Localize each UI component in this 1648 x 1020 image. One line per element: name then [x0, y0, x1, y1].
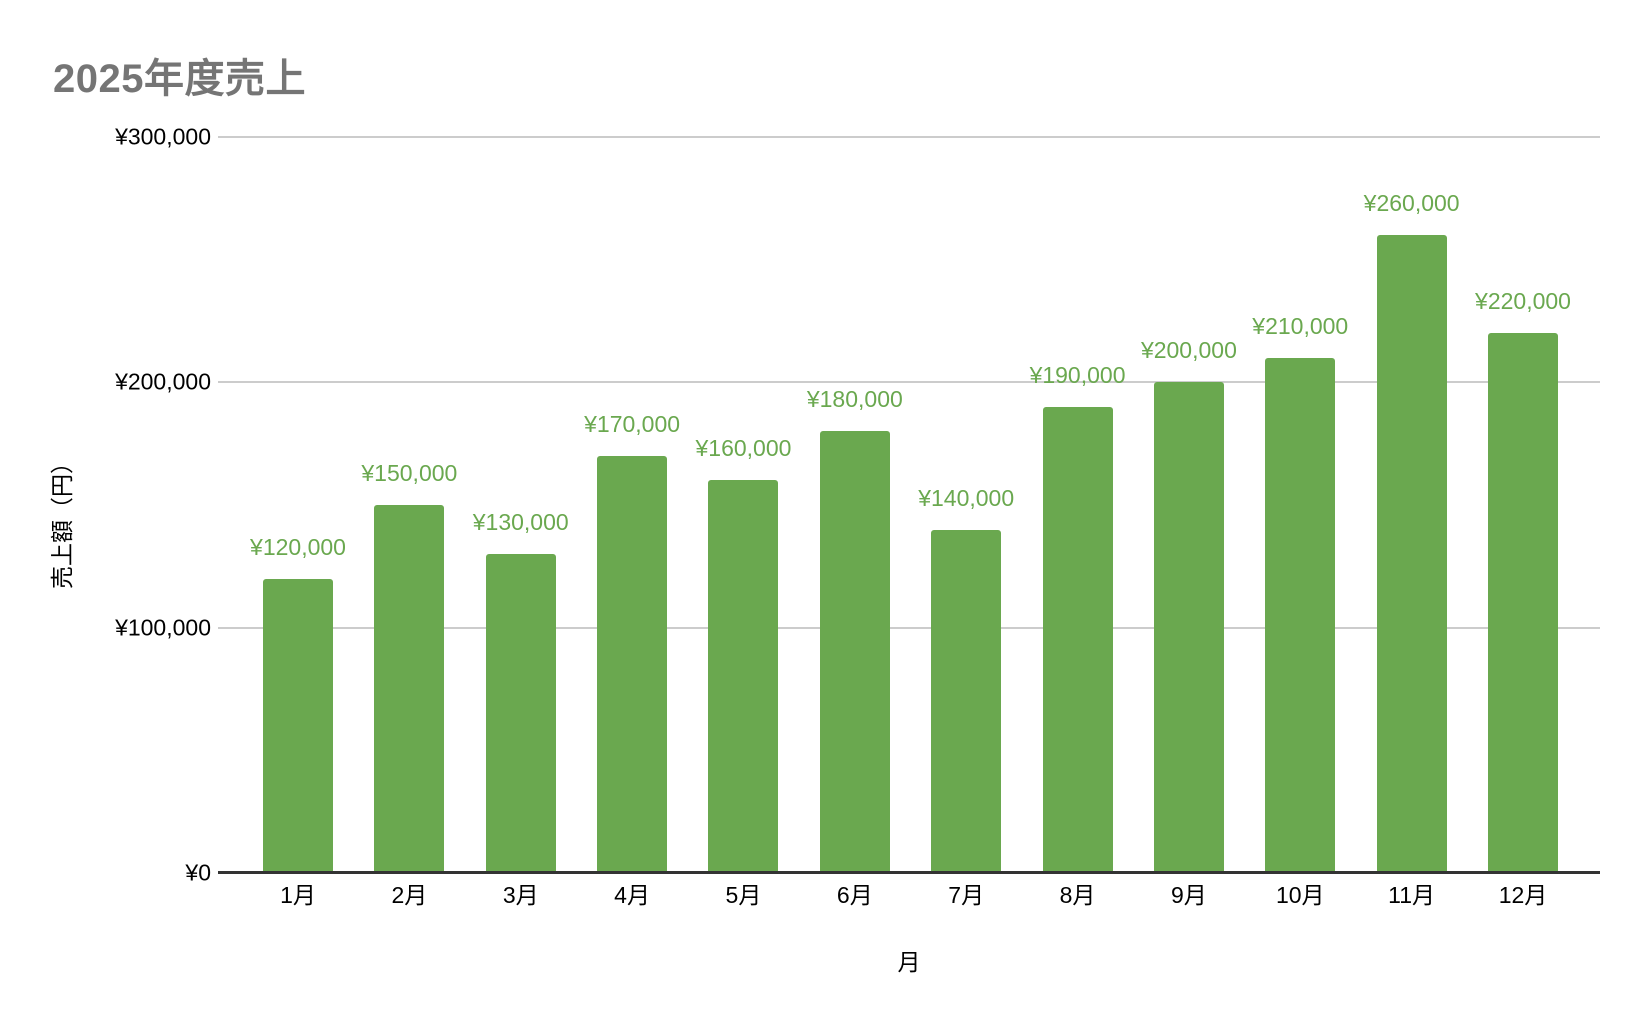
x-tick-1月: 1月: [280, 882, 316, 908]
gridline-100000: [218, 626, 1600, 629]
bar-4月[interactable]: [597, 455, 668, 873]
x-tick-3月: 3月: [502, 882, 539, 908]
bar-1月[interactable]: [263, 578, 333, 873]
bar-3月[interactable]: [485, 554, 556, 873]
x-axis-line: [218, 871, 1600, 874]
x-tick-10月: 10月: [1275, 882, 1325, 908]
data-label-2月: ¥150,000: [361, 460, 458, 486]
plot-area: ¥120,000 ¥150,000 ¥130,000 ¥170,000 ¥160,000…: [218, 136, 1600, 874]
data-label-10月: ¥210,000: [1252, 312, 1349, 339]
data-label-1月: ¥120,000: [250, 533, 346, 560]
data-label-5月: ¥160,000: [695, 435, 792, 462]
y-tick-300000: ¥300,000: [115, 123, 211, 150]
x-tick-4月: 4月: [614, 882, 650, 908]
bar-8月[interactable]: [1042, 406, 1113, 873]
x-tick-12月: 12月: [1498, 882, 1548, 908]
x-tick-5月: 5月: [725, 882, 762, 908]
data-label-7月: ¥140,000: [918, 484, 1015, 511]
x-tick-11月: 11月: [1388, 882, 1436, 908]
bar-7月[interactable]: [931, 529, 1002, 873]
y-axis-title: 売上額（円）: [49, 451, 75, 589]
x-tick-9月: 9月: [1171, 882, 1207, 908]
data-label-3月: ¥130,000: [472, 509, 569, 536]
bar-2月[interactable]: [374, 505, 445, 873]
gridline-200000: [218, 381, 1600, 384]
chart-title: 2025年度売上: [53, 57, 306, 101]
data-label-11月: ¥260,000: [1363, 190, 1460, 217]
y-tick-200000: ¥200,000: [115, 368, 211, 395]
data-label-4月: ¥170,000: [584, 410, 681, 437]
data-label-12月: ¥220,000: [1475, 288, 1571, 315]
bar-11月[interactable]: [1376, 235, 1447, 873]
y-tick-100000: ¥100,000: [115, 614, 211, 641]
x-tick-2月: 2月: [391, 882, 428, 908]
x-axis-title: 月: [897, 949, 921, 975]
bar-9月[interactable]: [1153, 382, 1224, 873]
data-label-9月: ¥200,000: [1140, 337, 1237, 364]
x-tick-6月: 6月: [836, 882, 873, 908]
gridline-300000: [218, 136, 1600, 138]
bar-12月[interactable]: [1488, 333, 1558, 873]
bar-5月[interactable]: [708, 480, 779, 873]
x-tick-7月: 7月: [948, 882, 985, 908]
x-tick-8月: 8月: [1059, 882, 1096, 908]
bar-10月[interactable]: [1265, 357, 1336, 873]
y-tick-0: ¥0: [185, 859, 211, 886]
data-label-6月: ¥180,000: [806, 386, 903, 413]
bar-6月[interactable]: [819, 431, 890, 873]
data-label-8月: ¥190,000: [1029, 361, 1126, 388]
